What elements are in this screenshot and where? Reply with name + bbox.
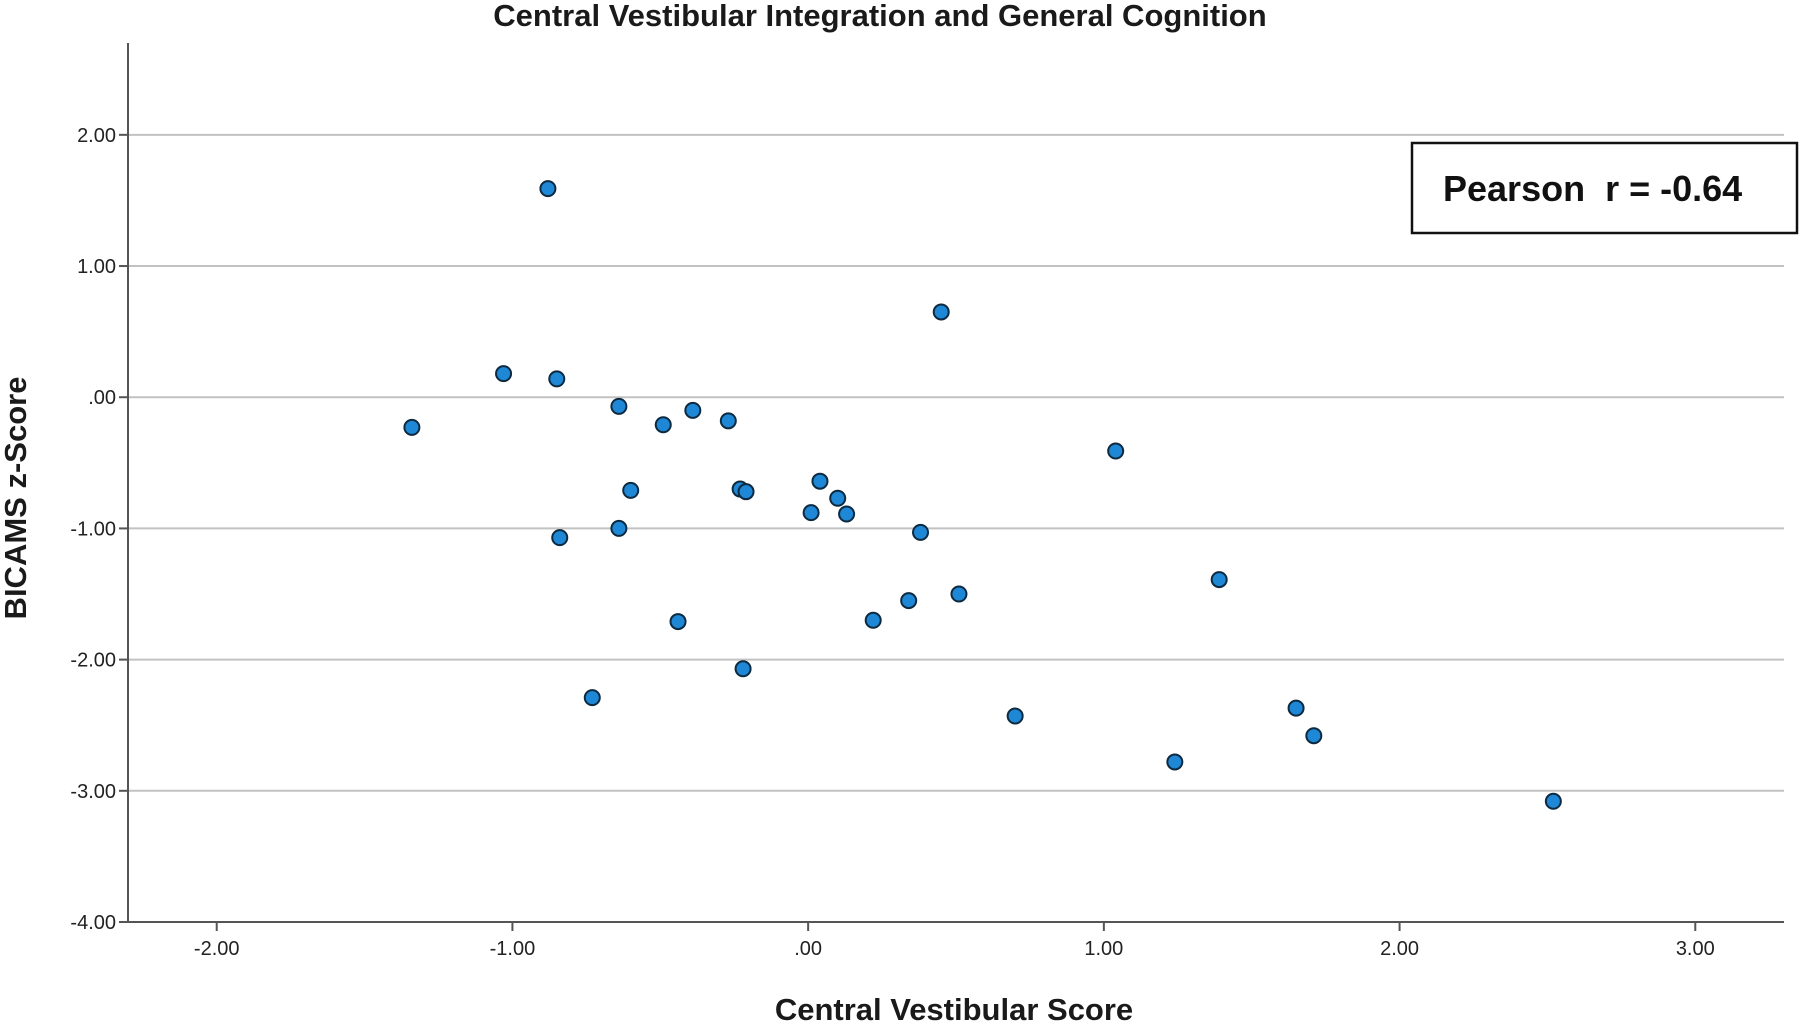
data-point [1006,707,1024,725]
data-point [583,689,601,707]
data-point [950,585,968,603]
annotation-frame [1410,141,1799,235]
data-point [864,611,882,629]
chart-title: Central Vestibular Integration and Gener… [493,0,1266,33]
data-point [811,472,829,490]
x-tick-label: 3.00 [1676,938,1715,960]
x-tick-label: -1.00 [490,938,536,960]
x-axis-title: Central Vestibular Score [775,992,1133,1026]
pearson-annotation-box: Pearson r = -0.64 [1410,141,1799,235]
data-point [900,592,918,610]
data-points [403,180,1562,810]
y-tick-label: -2.00 [70,650,116,672]
data-point [802,504,820,522]
data-point [829,489,847,507]
data-point [610,519,628,537]
y-axis-title: BICAMS z-Score [0,377,33,620]
pearson-r-label: Pearson r = -0.64 [1443,168,1742,209]
y-tick-label: .00 [88,387,116,409]
y-tick-label: -1.00 [70,518,116,540]
data-point [1210,571,1228,589]
gridlines [128,133,1784,792]
data-point [669,613,687,631]
data-point [551,529,569,547]
x-tick-label: -2.00 [194,938,240,960]
data-point [1305,727,1323,745]
data-point [1107,442,1125,460]
data-point [403,418,421,436]
x-tick-label: 1.00 [1084,938,1123,960]
y-tick-label: 2.00 [77,125,116,147]
data-point [539,180,557,198]
data-point [912,523,930,541]
x-axis-ticks: -2.00 -1.00 .00 1.00 2.00 3.00 [194,922,1715,960]
data-point [610,397,628,415]
data-point [622,481,640,499]
data-point [932,303,950,321]
data-point [1166,753,1184,771]
data-point [719,412,737,430]
data-point [1544,792,1562,810]
data-point [548,370,566,388]
y-tick-label: 1.00 [77,256,116,278]
data-point [684,401,702,419]
data-point [495,365,513,383]
x-tick-label: 2.00 [1380,938,1419,960]
y-axis-ticks: 2.00 1.00 .00 -1.00 -2.00 -3.00 -4.00 [70,125,128,934]
y-tick-label: -3.00 [70,781,116,803]
x-tick-label: .00 [794,938,822,960]
data-point [734,660,752,678]
y-tick-label: -4.00 [70,912,116,934]
data-point [654,416,672,434]
data-point [838,505,856,523]
data-point [737,483,755,501]
data-point [1287,699,1305,717]
